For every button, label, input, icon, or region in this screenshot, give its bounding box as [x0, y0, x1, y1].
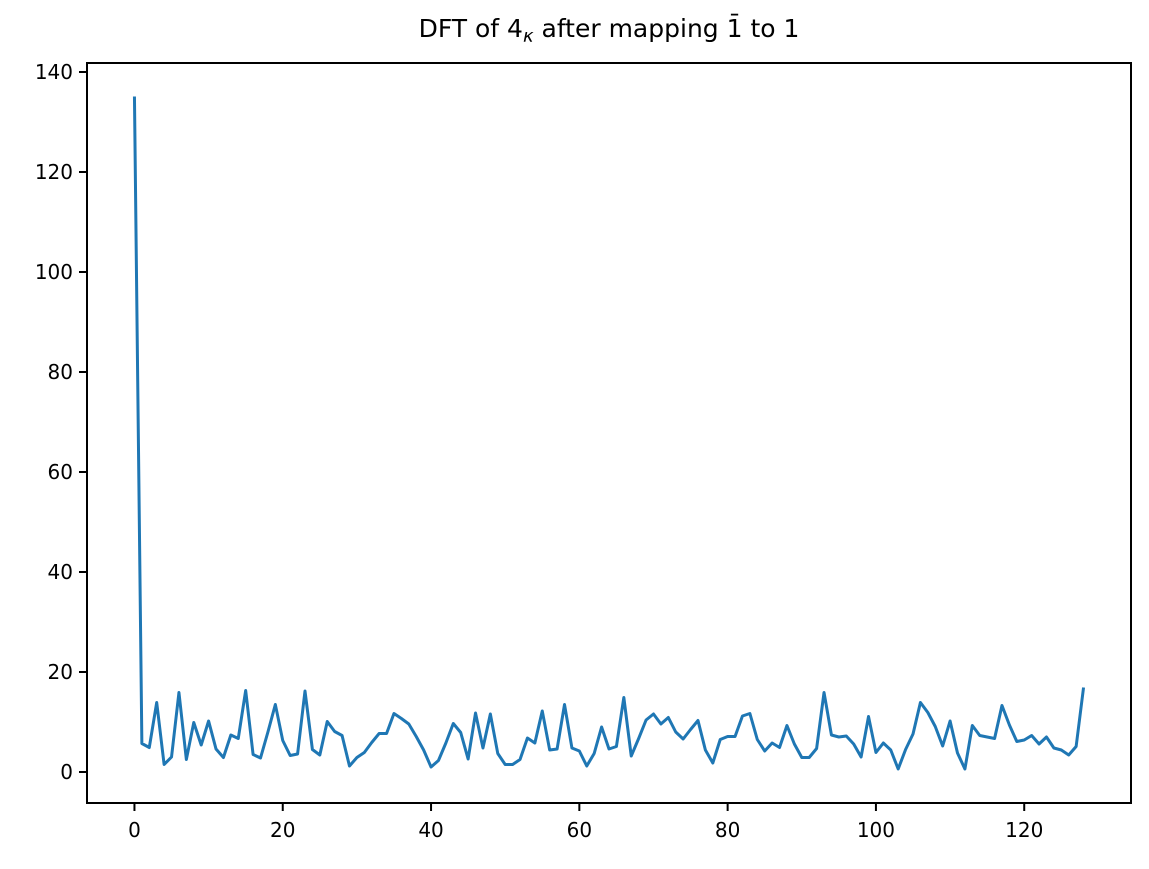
- x-tick-label: 40: [418, 818, 443, 842]
- x-tick-label: 20: [270, 818, 295, 842]
- y-tick-label: 80: [48, 360, 73, 384]
- x-tick-label: 60: [567, 818, 592, 842]
- axes-frame: [86, 62, 1132, 804]
- x-tick-label: 0: [128, 818, 141, 842]
- dft-line-series: [132, 96, 1086, 771]
- y-tick-label: 120: [35, 160, 73, 184]
- chart-title-post: after mapping 1̄ to 1: [533, 14, 800, 43]
- x-tick-label: 120: [1005, 818, 1043, 842]
- y-tick-label: 100: [35, 260, 73, 284]
- chart-title-pre: DFT of 4: [418, 14, 523, 43]
- y-tick-label: 20: [48, 660, 73, 684]
- chart-title: DFT of 4κ after mapping 1̄ to 1: [87, 14, 1131, 47]
- y-tick-label: 60: [48, 460, 73, 484]
- x-tick-label: 80: [715, 818, 740, 842]
- chart-title-subscript: κ: [522, 26, 534, 48]
- y-tick-label: 40: [48, 560, 73, 584]
- x-tick-label: 100: [857, 818, 895, 842]
- y-tick-label: 140: [35, 60, 73, 84]
- y-tick-label: 0: [60, 760, 73, 784]
